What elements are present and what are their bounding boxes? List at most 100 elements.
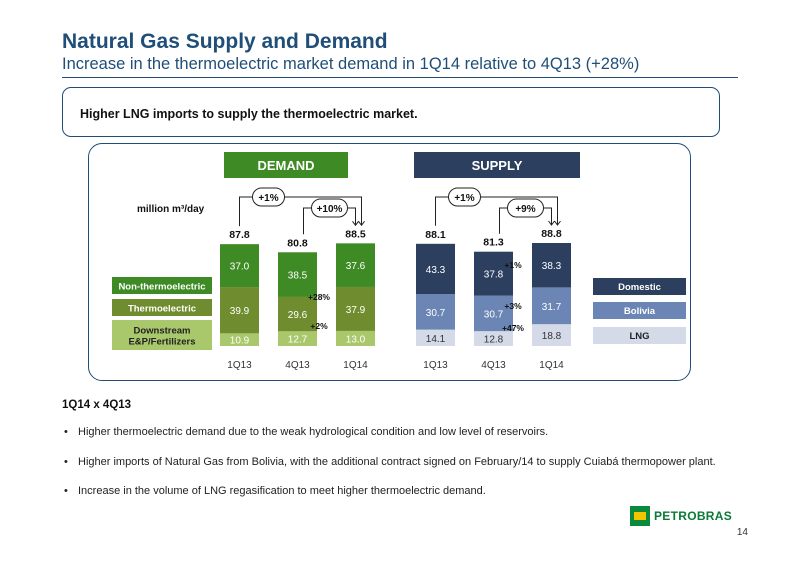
page-subtitle: Increase in the thermoelectric market de… bbox=[62, 55, 640, 73]
br-logo-icon bbox=[630, 506, 650, 526]
bar-segment bbox=[278, 331, 317, 346]
bar-value-label: 39.9 bbox=[230, 306, 250, 317]
bar-value-label: 29.6 bbox=[288, 310, 308, 321]
x-tick-label: 4Q13 bbox=[285, 360, 310, 371]
growth-label: +28% bbox=[308, 292, 330, 302]
highlight-box bbox=[62, 87, 720, 137]
bullet-text: Higher thermoelectric demand due to the … bbox=[78, 426, 549, 438]
legend-label: Thermoelectric bbox=[128, 304, 196, 315]
bar-value-label: 12.8 bbox=[484, 335, 504, 346]
legend-box bbox=[112, 277, 212, 294]
bar-segment bbox=[532, 242, 571, 288]
bullet-item: • Higher imports of Natural Gas from Boli… bbox=[64, 456, 716, 468]
title-divider bbox=[62, 77, 738, 78]
bar-segment bbox=[474, 251, 513, 296]
bar-value-label: 38.3 bbox=[542, 261, 562, 272]
bar-segment bbox=[336, 286, 375, 331]
growth-label: +1% bbox=[504, 260, 522, 270]
x-tick-label: 1Q14 bbox=[539, 360, 564, 371]
bar-segment bbox=[532, 324, 571, 346]
bar-segment bbox=[220, 244, 259, 288]
comparison-arrowhead bbox=[358, 221, 365, 227]
legend-label: Domestic bbox=[618, 282, 661, 293]
bar-value-label: 37.9 bbox=[346, 305, 366, 316]
bar-value-label: 37.6 bbox=[346, 261, 366, 272]
legend-box bbox=[593, 327, 686, 344]
bar-total-label: 88.5 bbox=[345, 228, 366, 240]
bar-total-label: 80.8 bbox=[287, 237, 308, 249]
highlight-text: Higher LNG imports to supply the thermoe… bbox=[80, 107, 418, 121]
bar-total-label: 88.8 bbox=[541, 228, 562, 240]
x-tick-label: 1Q13 bbox=[227, 360, 252, 371]
comparison-label: +1% bbox=[258, 193, 278, 204]
page-number: 14 bbox=[736, 527, 748, 538]
x-tick-label: 4Q13 bbox=[481, 360, 506, 371]
bar-value-label: 18.8 bbox=[542, 331, 562, 342]
unit-label: million m³/day bbox=[137, 204, 205, 215]
bullet-text: Increase in the volume of LNG regasifica… bbox=[78, 485, 486, 497]
chart-header-label: DEMAND bbox=[257, 158, 314, 173]
comparison-arrowhead bbox=[548, 220, 555, 226]
bullet-item: • Higher thermoelectric demand due to the… bbox=[64, 426, 549, 438]
section-title: 1Q14 x 4Q13 bbox=[62, 399, 132, 411]
bar-value-label: 30.7 bbox=[426, 308, 446, 319]
comparison-pill bbox=[311, 198, 348, 218]
legend-label: Bolivia bbox=[624, 306, 656, 317]
chart-header-label: SUPPLY bbox=[472, 158, 523, 173]
bar-segment bbox=[220, 333, 259, 346]
bar-value-label: 12.7 bbox=[288, 335, 308, 346]
bar-value-label: 37.0 bbox=[230, 262, 250, 273]
growth-label: +3% bbox=[504, 301, 522, 311]
bar-value-label: 31.7 bbox=[542, 302, 562, 313]
legend-box bbox=[112, 320, 212, 350]
comparison-label: +10% bbox=[317, 204, 343, 215]
growth-label: +2% bbox=[310, 321, 328, 331]
bar-segment bbox=[278, 296, 317, 332]
chart-header-bar bbox=[224, 152, 348, 178]
bar-segment bbox=[416, 294, 455, 330]
bar-segment bbox=[532, 287, 571, 325]
logo-text: PETROBRAS bbox=[654, 509, 733, 523]
bar-value-label: 30.7 bbox=[484, 309, 504, 320]
bar-total-label: 81.3 bbox=[483, 237, 504, 249]
bar-total-label: 87.8 bbox=[229, 229, 250, 241]
bar-value-label: 37.8 bbox=[484, 270, 504, 281]
bar-total-label: 88.1 bbox=[425, 229, 446, 241]
chart-panel bbox=[88, 143, 691, 381]
comparison-pill bbox=[507, 198, 544, 218]
bar-segment bbox=[278, 252, 317, 297]
comparison-bracket bbox=[435, 196, 558, 226]
legend-label: Non-thermoelectric bbox=[118, 282, 205, 293]
x-tick-label: 1Q14 bbox=[343, 360, 368, 371]
comparison-arrowhead bbox=[352, 221, 359, 227]
comparison-bracket bbox=[239, 196, 362, 227]
bullet-item: • Increase in the volume of LNG regasific… bbox=[64, 485, 486, 497]
bar-segment bbox=[336, 330, 375, 346]
comparison-pill bbox=[252, 187, 285, 207]
legend-box bbox=[112, 299, 212, 316]
page-title: Natural Gas Supply and Demand bbox=[62, 30, 388, 53]
comparison-pill bbox=[448, 187, 481, 207]
comparison-label: +1% bbox=[454, 193, 474, 204]
bar-segment bbox=[416, 243, 455, 295]
comparison-label: +9% bbox=[515, 204, 535, 215]
comparison-arrowhead bbox=[554, 220, 561, 226]
legend-box bbox=[593, 302, 686, 319]
bar-value-label: 13.0 bbox=[346, 334, 366, 345]
bullet-text: Higher imports of Natural Gas from Boliv… bbox=[78, 456, 716, 468]
x-tick-label: 1Q13 bbox=[423, 360, 448, 371]
legend-label: Downstream bbox=[133, 326, 190, 337]
bar-value-label: 10.9 bbox=[230, 336, 250, 347]
bar-segment bbox=[474, 295, 513, 332]
bar-value-label: 14.1 bbox=[426, 334, 446, 345]
bar-segment bbox=[220, 287, 259, 334]
legend-label: LNG bbox=[629, 331, 649, 342]
petrobras-logo: PETROBRAS bbox=[630, 506, 740, 526]
chart-header-bar bbox=[414, 152, 580, 178]
legend-label: E&P/Fertilizers bbox=[128, 337, 195, 348]
bar-value-label: 38.5 bbox=[288, 271, 308, 282]
supply-demand-chart: DEMAND 10.9 39.9 37.0 87.8 1Q13 12.7 29.6 38.5 80… bbox=[112, 152, 686, 371]
legend-box bbox=[593, 278, 686, 295]
bar-value-label: 43.3 bbox=[426, 265, 446, 276]
bar-segment bbox=[474, 331, 513, 346]
